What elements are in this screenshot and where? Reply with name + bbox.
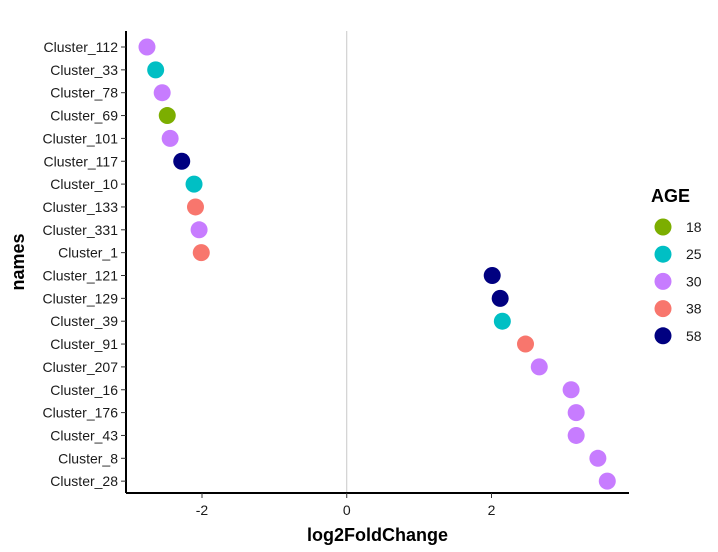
y-tick-label: Cluster_16 — [50, 382, 118, 398]
legend-label: 25 — [686, 246, 702, 262]
data-point — [192, 244, 210, 262]
y-tick-label: Cluster_43 — [50, 427, 118, 443]
y-tick-label: Cluster_121 — [43, 268, 119, 284]
y-tick-label: Cluster_1 — [58, 245, 118, 261]
y-tick-label: Cluster_33 — [50, 62, 118, 78]
legend-title: AGE — [651, 186, 690, 206]
data-point — [185, 175, 203, 193]
y-tick-label: Cluster_78 — [50, 85, 118, 101]
legend-key — [654, 218, 672, 236]
data-point — [161, 129, 179, 147]
y-tick-label: Cluster_129 — [43, 290, 119, 306]
y-tick-label: Cluster_28 — [50, 473, 118, 489]
y-tick-label: Cluster_101 — [43, 130, 119, 146]
data-point — [190, 221, 208, 239]
data-point — [483, 267, 501, 284]
legend-label: 38 — [686, 301, 702, 317]
y-tick-label: Cluster_39 — [50, 313, 118, 329]
points-layer — [138, 38, 616, 490]
legend-key — [654, 272, 672, 290]
data-point — [153, 84, 171, 102]
y-tick-label: Cluster_117 — [44, 153, 119, 169]
x-tick-label: 0 — [343, 502, 351, 518]
legend-label: 58 — [686, 328, 702, 344]
data-point — [147, 61, 165, 79]
data-point — [598, 472, 616, 490]
x-tick-label: -2 — [196, 502, 209, 518]
y-tick-label: Cluster_69 — [50, 108, 118, 124]
y-tick-label: Cluster_133 — [43, 199, 119, 215]
y-tick-label: Cluster_10 — [50, 176, 118, 192]
y-tick-label: Cluster_8 — [58, 450, 118, 466]
data-point — [567, 426, 585, 444]
data-point — [173, 152, 191, 170]
legend-label: 30 — [686, 273, 702, 289]
y-tick-label: Cluster_176 — [43, 405, 119, 421]
legend-key — [654, 300, 672, 318]
x-axis-title: log2FoldChange — [307, 525, 448, 545]
y-tick-label: Cluster_207 — [43, 359, 119, 375]
data-point — [491, 289, 509, 307]
y-axis-title: names — [8, 233, 28, 290]
legend-label: 18 — [686, 219, 702, 235]
y-tick-label: Cluster_91 — [50, 336, 118, 352]
data-point — [517, 335, 535, 353]
data-point — [562, 381, 580, 399]
y-tick-label: Cluster_112 — [44, 39, 119, 55]
data-point — [493, 312, 511, 330]
data-point — [158, 107, 176, 125]
data-point — [186, 198, 204, 216]
data-point — [567, 404, 585, 422]
x-tick-layer: -2 0 2 — [196, 493, 496, 518]
x-tick-label: 2 — [488, 502, 496, 518]
y-tick-label: Cluster_331 — [43, 222, 119, 238]
legend: AGE 18 25 30 38 58 — [651, 186, 702, 345]
legend-key — [654, 327, 672, 345]
legend-key — [654, 245, 672, 263]
data-point — [138, 38, 156, 56]
y-tick-layer: Cluster_112 Cluster_33 Cluster_78 Cluster_6… — [43, 39, 126, 489]
axes-layer — [125, 31, 629, 494]
data-point — [589, 449, 607, 467]
data-point — [530, 358, 548, 376]
